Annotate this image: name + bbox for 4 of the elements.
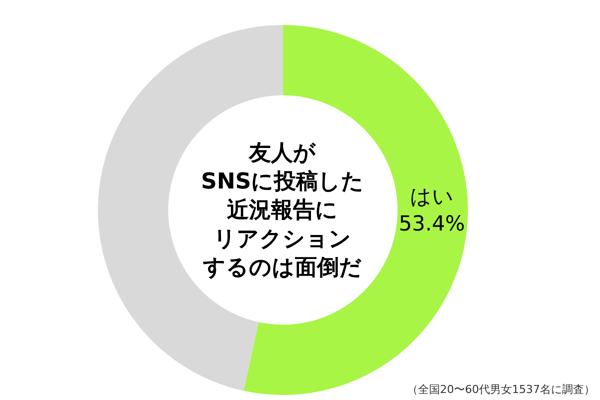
text: （全国20〜60代男女1537名に調査） — [407, 383, 595, 396]
text: 友人がSNSに投稿した近況報告にリアクションするのは面倒だ — [201, 141, 364, 280]
data-label: 53.4% — [398, 211, 465, 236]
slice-label: はい — [410, 184, 454, 208]
